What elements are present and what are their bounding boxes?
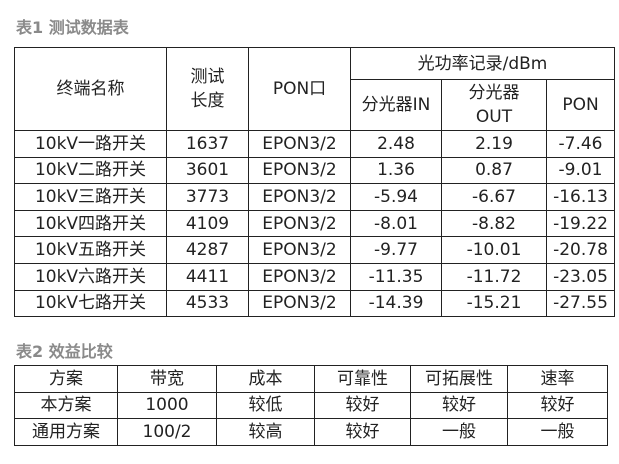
table-row: 10kV四路开关 4109 EPON3/2 -8.01 -8.82 -19.22 <box>14 209 616 238</box>
table1-caption: 表1 测试数据表 <box>16 18 129 37</box>
benefit-comparison-table: 方案 带宽 成本 可靠性 可拓展性 速率 本方案 1000 较低 较好 较好 较好 通用方案 100/2 较… <box>14 365 608 446</box>
table-cell: -16.13 <box>545 183 616 211</box>
table-cell: 通用方案 <box>14 418 118 446</box>
header-pon: PON <box>545 79 616 131</box>
table-cell: 100/2 <box>117 418 217 446</box>
table-cell: 1000 <box>117 391 217 419</box>
table-cell: -11.35 <box>350 262 442 291</box>
table-cell: 一般 <box>507 418 608 446</box>
header-splitter-in: 分光器IN <box>350 79 442 131</box>
table-row: 10kV三路开关 3773 EPON3/2 -5.94 -6.67 -16.13 <box>14 183 616 211</box>
table-cell: 10kV三路开关 <box>14 183 167 211</box>
table-cell: EPON3/2 <box>248 236 351 264</box>
table-row: 10kV一路开关 1637 EPON3/2 2.48 2.19 -7.46 <box>14 130 616 158</box>
table-cell: 10kV一路开关 <box>14 130 167 158</box>
table2-caption: 表2 效益比较 <box>16 342 113 361</box>
table-cell: 10kV七路开关 <box>14 289 167 318</box>
table-cell: 4533 <box>166 289 249 318</box>
table-header-row: 方案 带宽 成本 可靠性 可拓展性 速率 <box>14 365 608 393</box>
table-cell: 4287 <box>166 236 249 264</box>
table-cell: -9.77 <box>350 236 442 264</box>
table-cell: 2.19 <box>441 130 547 158</box>
table-cell: 4411 <box>166 262 249 291</box>
header-cell: 可靠性 <box>314 365 411 393</box>
table-cell: -14.39 <box>350 289 442 318</box>
table-cell: 较好 <box>410 391 508 419</box>
header-cell: 方案 <box>14 365 118 393</box>
table-cell: 3601 <box>166 156 249 185</box>
table-cell: -10.01 <box>441 236 547 264</box>
header-pon-port: PON口 <box>248 47 351 131</box>
table-cell: 10kV四路开关 <box>14 209 167 238</box>
table-cell: 1637 <box>166 130 249 158</box>
table-cell: 一般 <box>410 418 508 446</box>
header-power-group: 光功率记录/dBm <box>349 47 616 80</box>
table-cell: -8.01 <box>350 209 442 238</box>
table-cell: -9.01 <box>545 156 616 185</box>
table-cell: -11.72 <box>441 262 547 291</box>
table-cell: EPON3/2 <box>248 209 351 238</box>
table-cell: 较好 <box>314 391 411 419</box>
table-cell: -23.05 <box>545 262 616 291</box>
table-cell: 2.48 <box>350 130 442 158</box>
header-cell: 可拓展性 <box>410 365 508 393</box>
table-cell: EPON3/2 <box>248 289 351 318</box>
header-cell: 成本 <box>216 365 315 393</box>
table-cell: EPON3/2 <box>248 156 351 185</box>
table-cell: 0.87 <box>441 156 547 185</box>
table-cell: 1.36 <box>350 156 442 185</box>
table-cell: -27.55 <box>545 289 616 318</box>
table-cell: 10kV五路开关 <box>14 236 167 264</box>
table-cell: -19.22 <box>545 209 616 238</box>
table-row: 通用方案 100/2 较高 较好 一般 一般 <box>14 418 608 446</box>
table-row: 本方案 1000 较低 较好 较好 较好 <box>14 391 608 419</box>
table-cell: -5.94 <box>350 183 442 211</box>
table-cell: -7.46 <box>545 130 616 158</box>
table-cell: -6.67 <box>441 183 547 211</box>
table-cell: EPON3/2 <box>248 130 351 158</box>
header-splitter-out: 分光器OUT <box>441 79 547 131</box>
table-cell: -8.82 <box>441 209 547 238</box>
table-cell: 4109 <box>166 209 249 238</box>
table-cell: 较高 <box>216 418 315 446</box>
header-name: 终端名称 <box>14 47 167 131</box>
header-cell: 速率 <box>507 365 608 393</box>
table-cell: 较低 <box>216 391 315 419</box>
table-cell: 较好 <box>507 391 608 419</box>
table-row: 10kV二路开关 3601 EPON3/2 1.36 0.87 -9.01 <box>14 156 616 185</box>
table-row: 10kV七路开关 4533 EPON3/2 -14.39 -15.21 -27.55 <box>14 289 616 318</box>
header-length: 测试长度 <box>166 47 249 131</box>
table-cell: EPON3/2 <box>248 183 351 211</box>
table-cell: 本方案 <box>14 391 118 419</box>
test-data-table: 终端名称 测试长度 PON口 光功率记录/dBm 分光器IN 分光器OUT PO… <box>14 47 616 318</box>
table-cell: 10kV六路开关 <box>14 262 167 291</box>
table-cell: EPON3/2 <box>248 262 351 291</box>
table-cell: 3773 <box>166 183 249 211</box>
table-cell: 较好 <box>314 418 411 446</box>
table-cell: -15.21 <box>441 289 547 318</box>
table-cell: 10kV二路开关 <box>14 156 167 185</box>
table-cell: -20.78 <box>545 236 616 264</box>
header-cell: 带宽 <box>117 365 217 393</box>
table-row: 10kV六路开关 4411 EPON3/2 -11.35 -11.72 -23.05 <box>14 262 616 291</box>
table-row: 10kV五路开关 4287 EPON3/2 -9.77 -10.01 -20.78 <box>14 236 616 264</box>
